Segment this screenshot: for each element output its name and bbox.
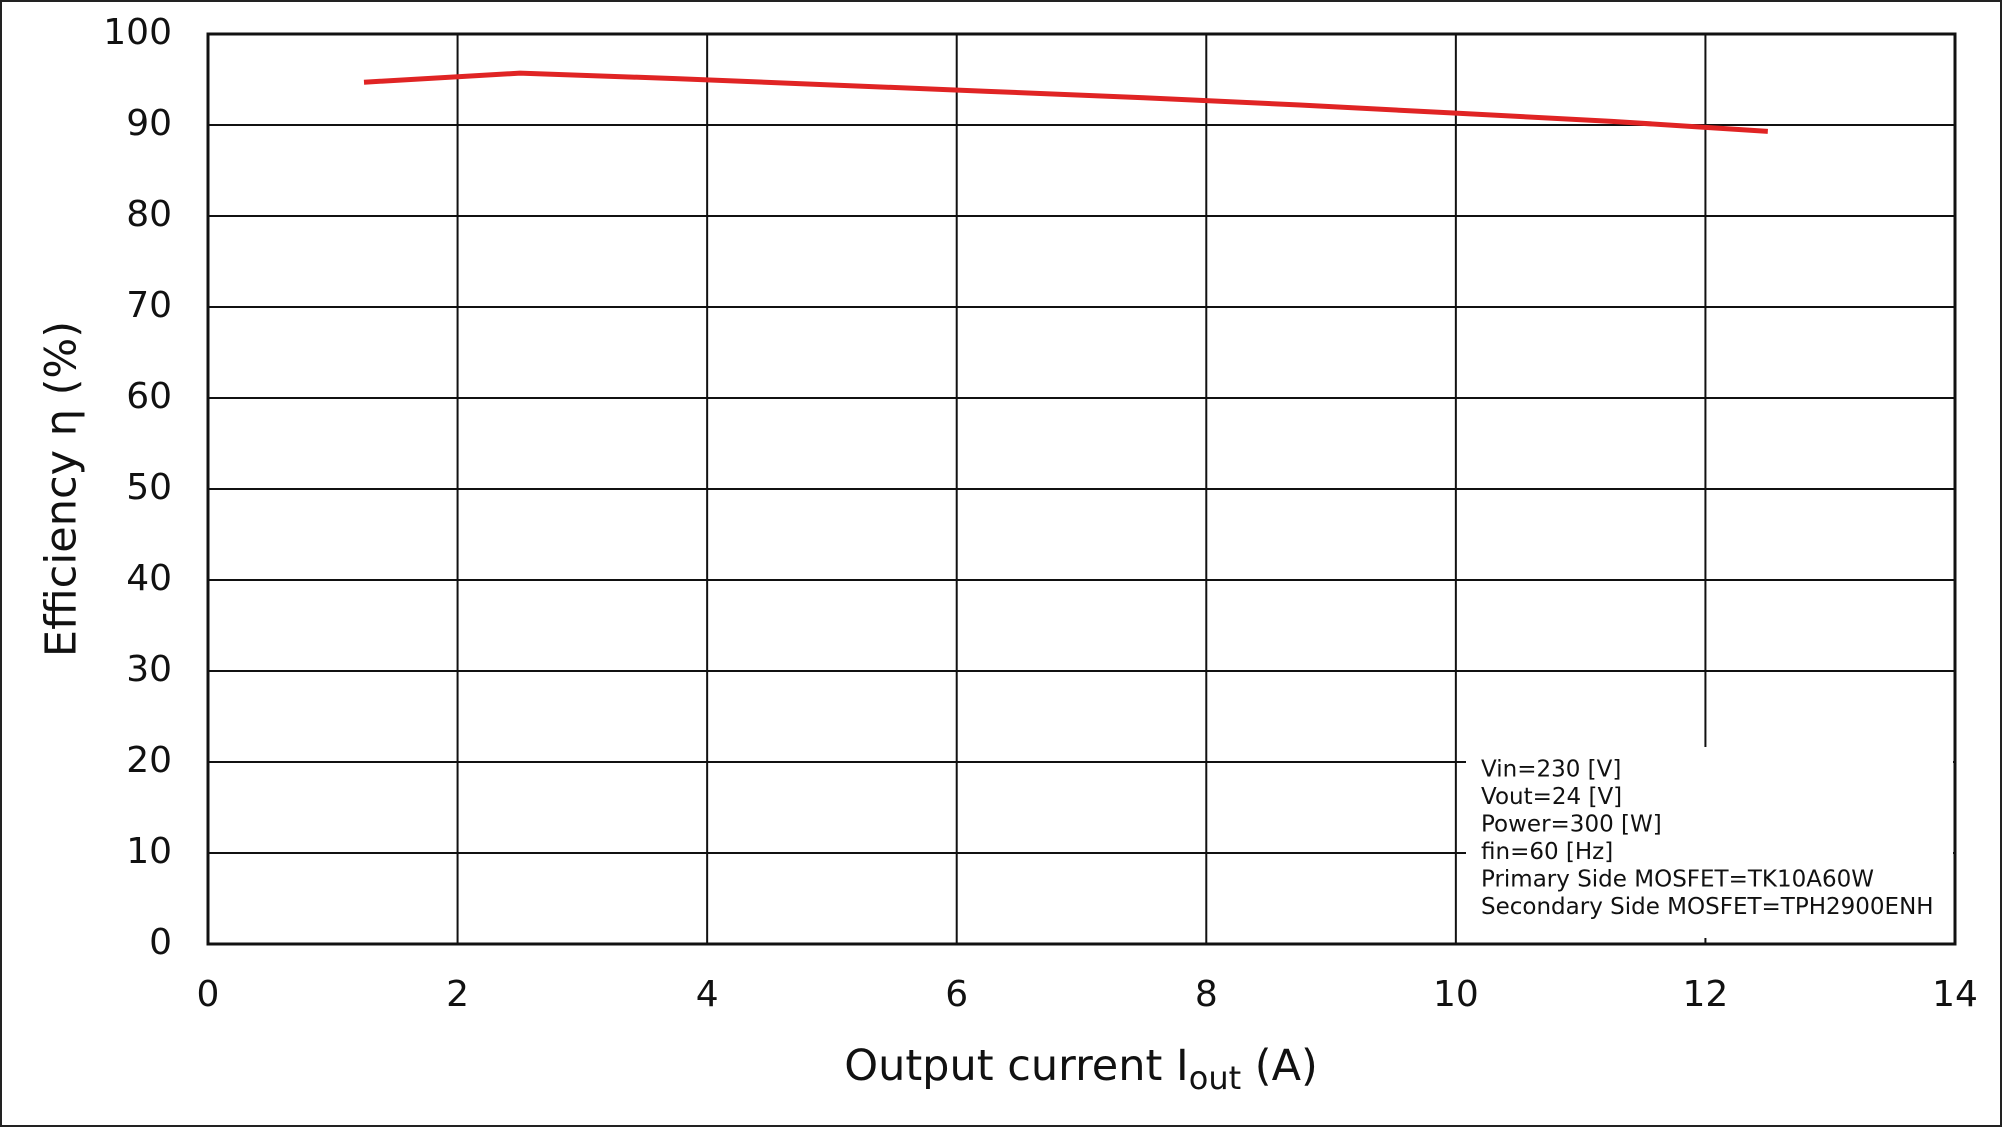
annotation: fin=60 [Hz] bbox=[1481, 839, 1613, 865]
x-tick-label: 8 bbox=[1195, 974, 1218, 1015]
x-axis-label-subscript: out bbox=[1189, 1059, 1241, 1097]
y-tick-label: 70 bbox=[126, 285, 172, 326]
x-tick-label: 4 bbox=[696, 974, 719, 1015]
y-tick-label: 100 bbox=[103, 12, 172, 53]
y-tick-label: 90 bbox=[126, 103, 172, 144]
annotation: Vout=24 [V] bbox=[1481, 784, 1622, 810]
annotation: Power=300 [W] bbox=[1481, 812, 1662, 838]
y-tick-label: 40 bbox=[126, 558, 172, 599]
x-tick-label: 10 bbox=[1433, 974, 1479, 1015]
x-tick-label: 6 bbox=[945, 974, 968, 1015]
annotation: Vin=230 [V] bbox=[1481, 757, 1621, 783]
y-tick-label: 30 bbox=[126, 649, 172, 690]
annotation: Secondary Side MOSFET=TPH2900ENH bbox=[1481, 894, 1934, 920]
x-tick-label: 12 bbox=[1683, 974, 1729, 1015]
annotation: Primary Side MOSFET=TK10A60W bbox=[1481, 867, 1874, 893]
y-tick-label: 10 bbox=[126, 831, 172, 872]
x-tick-label: 2 bbox=[446, 974, 469, 1015]
x-axis-label-unit: (A) bbox=[1241, 1041, 1318, 1091]
y-tick-label: 0 bbox=[149, 922, 172, 963]
y-tick-label: 20 bbox=[126, 740, 172, 781]
y-tick-label: 50 bbox=[126, 467, 172, 508]
y-axis-label: Efficiency η (%) bbox=[37, 321, 87, 657]
y-tick-label: 80 bbox=[126, 194, 172, 235]
x-axis-label-main: Output current I bbox=[844, 1041, 1189, 1091]
y-tick-label: 60 bbox=[126, 376, 172, 417]
plot-border bbox=[206, 32, 1957, 946]
data-line bbox=[363, 70, 1768, 134]
annotation-box bbox=[1466, 747, 1953, 938]
x-tick-label: 0 bbox=[197, 974, 220, 1015]
x-tick-label: 14 bbox=[1932, 974, 1978, 1015]
x-axis-label: Output current Iout (A) bbox=[844, 1041, 1318, 1098]
